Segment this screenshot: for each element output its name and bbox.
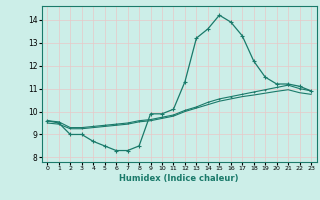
X-axis label: Humidex (Indice chaleur): Humidex (Indice chaleur) xyxy=(119,174,239,183)
